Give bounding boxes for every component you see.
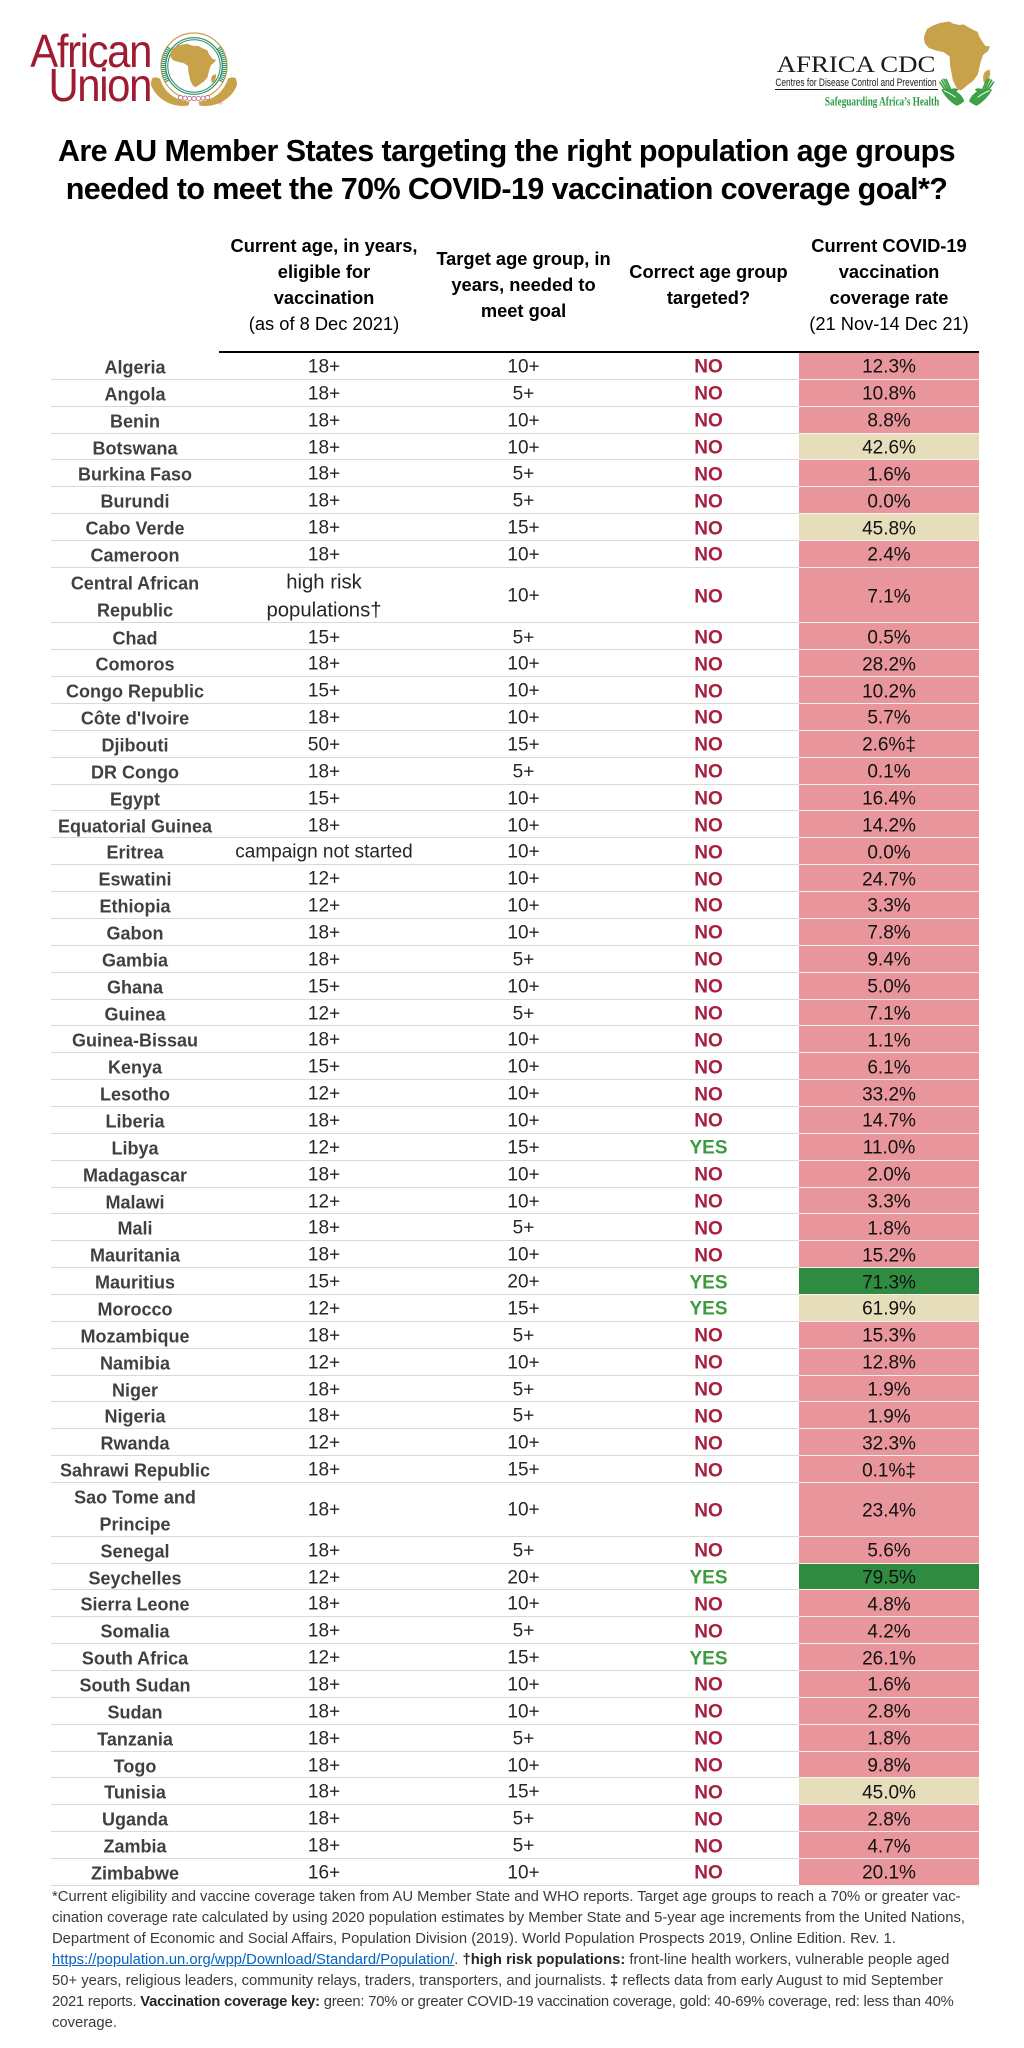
svg-text:Centres for Disease Control an: Centres for Disease Control and Preventi… — [775, 77, 936, 89]
svg-text:AFRICA CDC: AFRICA CDC — [777, 52, 936, 77]
svg-text:Safeguarding Africa’s Health: Safeguarding Africa’s Health — [825, 95, 939, 109]
